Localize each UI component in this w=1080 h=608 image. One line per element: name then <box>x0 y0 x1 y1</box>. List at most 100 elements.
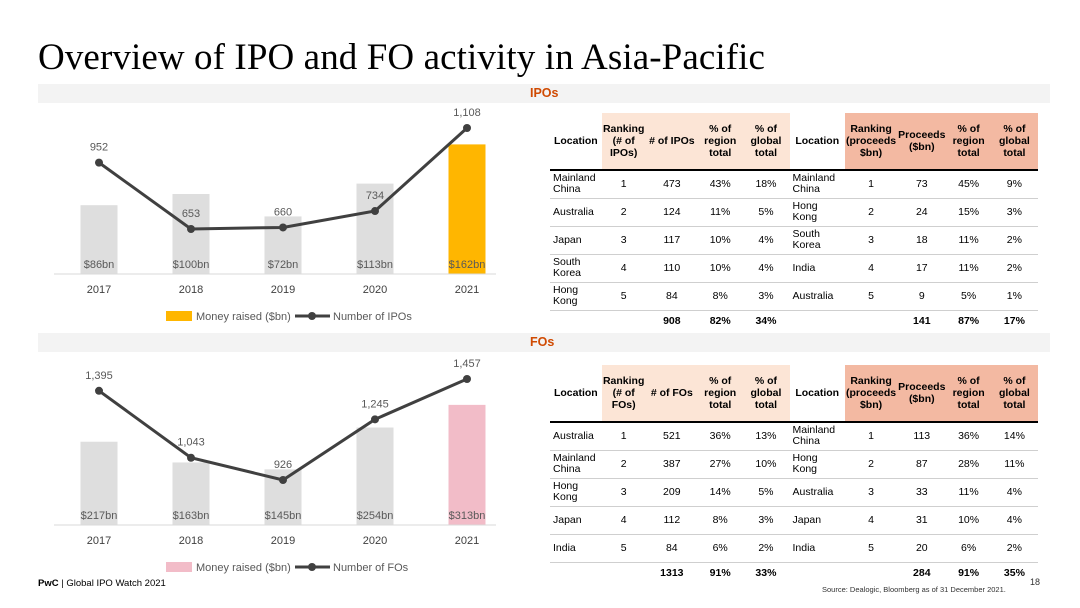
ipo-table-header-cell: % of global total <box>990 113 1038 171</box>
fo-table-cell: 31 <box>897 506 947 535</box>
ipo-table-cell: 43% <box>698 170 743 199</box>
footer-text: | Global IPO Watch 2021 <box>58 578 166 589</box>
ipo-table-cell: Japan <box>550 226 602 255</box>
ipo-table-cell: 3 <box>844 226 898 255</box>
fo-table-header-cell: Location <box>789 365 845 423</box>
fo-table-cell: 27% <box>698 450 743 479</box>
ipo-table-row: Japan 3 117 10% 4% South Korea 3 18 11% 2% <box>550 226 1038 255</box>
line-data-label: 952 <box>90 142 108 154</box>
line-data-label: 734 <box>366 190 384 202</box>
bar-data-label: $100bn <box>173 259 210 271</box>
ipo-table-cell: 2 <box>601 198 646 227</box>
fo-section-label: FOs <box>530 335 555 349</box>
ipo-table-cell: South Korea <box>789 226 845 255</box>
bar-data-label: $163bn <box>173 510 210 522</box>
ipo-table-cell: 10% <box>698 254 743 283</box>
ipo-table-cell: 15% <box>946 198 991 227</box>
bar-data-label: $113bn <box>357 259 393 271</box>
fo-table-cell: Australia <box>550 422 602 451</box>
fo-table-row: Australia 1 521 36% 13% Mainland China 1 113 36%… <box>550 422 1038 451</box>
x-tick-label: 2017 <box>87 535 111 547</box>
fo-table-cell: 11% <box>990 450 1038 479</box>
fo-table-row: Mainland China 2 387 27% 10% Hong Kong 2 87 28% 1… <box>550 450 1038 479</box>
ipo-chart-svg: $86bn 2017 $100bn 2018 $72bn 2019 $113bn 2020 $1… <box>54 107 496 323</box>
ipo-table-cell: 9% <box>990 170 1038 199</box>
x-tick-label: 2017 <box>87 284 111 296</box>
ipo-table-cell: 2% <box>990 254 1038 283</box>
ipo-table-cell: 4 <box>844 254 898 283</box>
line-data-label: 1,245 <box>361 398 389 410</box>
fo-table-cell: 2% <box>742 534 790 563</box>
fo-table-row: Japan 4 112 8% 3% Japan 4 31 10% 4% <box>550 506 1038 535</box>
page-title: Overview of IPO and FO activity in Asia-… <box>38 37 766 78</box>
ipo-table-cell: India <box>789 254 845 283</box>
line-point <box>279 476 287 484</box>
fo-table-header-cell: Ranking (# of FOs) <box>601 365 646 423</box>
bar <box>80 205 118 274</box>
fo-table-cell: 13% <box>742 422 790 451</box>
fo-table-cell: Mainland China <box>550 450 602 479</box>
fo-table-cell: 28% <box>946 450 991 479</box>
fo-table-total-cell: 1313 <box>660 566 684 579</box>
fo-table-cell: 6% <box>946 534 991 563</box>
fo-table-header-cell: Proceeds ($bn) <box>897 365 947 423</box>
ipo-table-cell: 11% <box>946 226 991 255</box>
fo-table-cell: 1 <box>601 422 646 451</box>
fo-table-cell: 521 <box>645 422 698 451</box>
legend-bar-swatch <box>166 562 192 572</box>
ipo-table-cell: Australia <box>789 282 845 311</box>
ipo-table-cell: South Korea <box>550 254 602 283</box>
bar <box>172 194 210 274</box>
ipo-table-header-cell: Location <box>550 113 602 171</box>
legend-line-label: Number of IPOs <box>333 311 412 323</box>
bar-data-label: $313bn <box>449 510 486 522</box>
bar-data-label: $86bn <box>84 259 115 271</box>
fo-table-cell: 10% <box>946 506 991 535</box>
legend-bar-swatch <box>166 311 192 321</box>
ipo-table-header-cell: Ranking (# of IPOs) <box>601 113 646 171</box>
line-point <box>463 375 471 383</box>
fo-section-band <box>38 333 1050 352</box>
fo-table-cell: 87 <box>897 450 947 479</box>
page-number: 18 <box>1030 577 1041 587</box>
ipo-table-header-cell: Location <box>789 113 845 171</box>
ipo-table-cell: 2 <box>844 198 898 227</box>
ipo-table-header-cell: Proceeds ($bn) <box>897 113 947 171</box>
fo-table-cell: 5 <box>601 534 646 563</box>
fo-table-cell: 3% <box>742 506 790 535</box>
ipo-table-cell: Hong Kong <box>789 198 845 227</box>
bar <box>448 144 486 274</box>
ipo-table-cell: 1 <box>601 170 646 199</box>
fo-table-cell: 209 <box>645 478 698 507</box>
fo-table-cell: 20 <box>897 534 947 563</box>
line-point <box>279 223 287 232</box>
bar <box>356 427 394 525</box>
fo-table: Location Ranking (# of FOs) # of FOs% of r… <box>550 365 1038 584</box>
ipo-table-cell: 9 <box>897 282 947 311</box>
ipo-table-header-cell: # of IPOs <box>645 113 699 171</box>
ipo-table-total-cell <box>550 310 602 332</box>
ipo-table-cell: Australia <box>550 198 602 227</box>
fo-table-total-cell <box>845 562 897 584</box>
ipo-table-cell: 4% <box>742 226 790 255</box>
x-tick-label: 2019 <box>271 284 295 296</box>
fo-table-cell: 36% <box>946 422 991 451</box>
fo-table-cell: 113 <box>897 422 947 451</box>
ipo-table-cell: 4 <box>601 254 646 283</box>
ipo-table-cell: 5% <box>742 198 790 227</box>
ipo-table-cell: 117 <box>645 226 699 255</box>
fo-table-total-cell <box>550 562 602 584</box>
ipo-table-row: South Korea 4 110 10% 4% India 4 17 11% 2% <box>550 254 1038 283</box>
ipo-table-cell: 5% <box>946 282 991 311</box>
fo-table-cell: 10% <box>742 450 790 479</box>
ipo-section-label: IPOs <box>530 86 559 100</box>
ipo-table-total-cell <box>845 310 897 332</box>
fo-table-header-cell: % of global total <box>990 365 1038 423</box>
ipo-table-cell: 8% <box>698 282 743 311</box>
ipo-table-cell: 3% <box>742 282 790 311</box>
fo-table-cell: Japan <box>550 506 602 535</box>
bar <box>80 441 118 525</box>
x-tick-label: 2020 <box>363 535 387 547</box>
bar <box>172 462 210 525</box>
fo-table-row: Hong Kong 3 209 14% 5% Australia 3 33 11% 4% <box>550 478 1038 507</box>
